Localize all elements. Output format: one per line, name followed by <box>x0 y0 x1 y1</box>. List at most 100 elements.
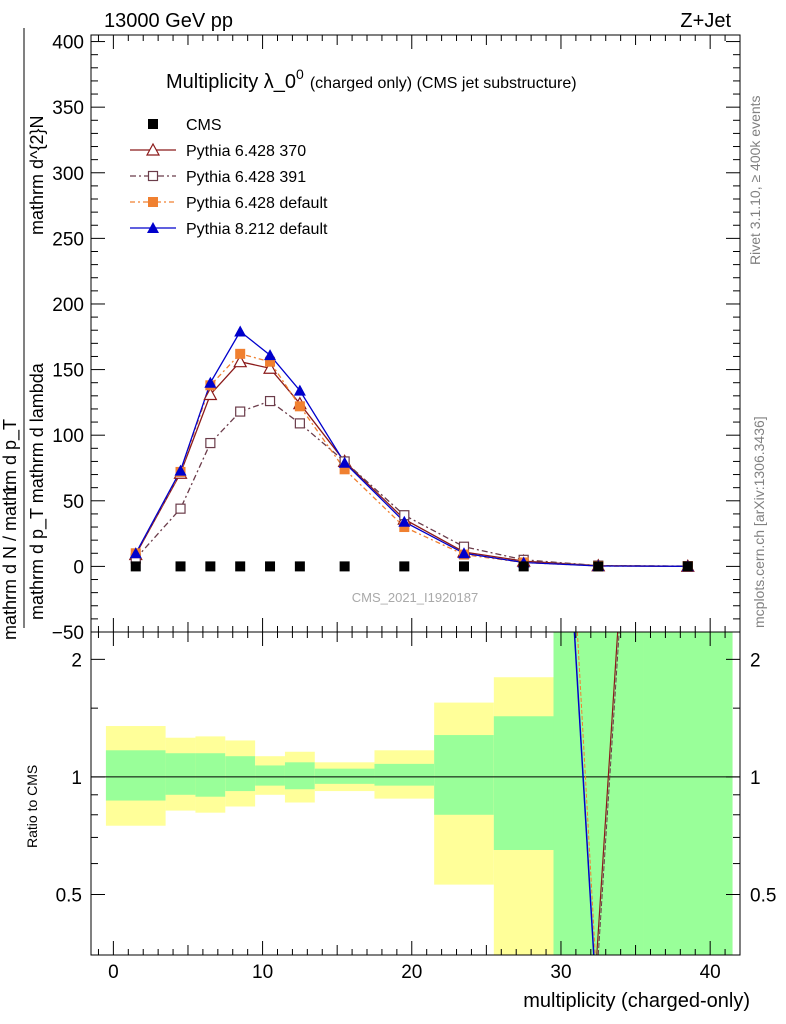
header-right: Z+Jet <box>680 10 731 32</box>
data-point-0-4 <box>263 361 278 374</box>
y-tick-label: 50 <box>63 492 84 513</box>
data-point-2-6 <box>339 464 350 475</box>
ratio-tick-label-right: 2 <box>750 650 761 671</box>
ratio-y-axis-label: Ratio to CMS <box>24 765 40 848</box>
cms-point-7 <box>399 561 410 572</box>
cms-point-0 <box>130 561 141 572</box>
y-axis-label-main: mathrm d N / mathrm d p_T <box>0 419 21 640</box>
ratio-tick-label-right: 1 <box>750 768 761 789</box>
data-point-1-1 <box>175 503 186 514</box>
data-point-3-2 <box>204 376 217 388</box>
ratio-band-inner <box>493 716 554 850</box>
cms-point-10 <box>593 561 604 572</box>
data-point-3-6 <box>338 456 351 468</box>
cms-point-1 <box>175 561 186 572</box>
y-tick-label: 200 <box>52 295 84 316</box>
data-point-2-5 <box>294 401 305 412</box>
cms-point-11 <box>682 561 693 572</box>
legend-label-2: Pythia 6.428 391 <box>186 169 306 186</box>
cms-point-5 <box>294 561 305 572</box>
x-tick-label: 40 <box>700 962 721 983</box>
ratio-tick-label: 2 <box>71 650 82 671</box>
ratio-tick-label: 0.5 <box>56 886 82 907</box>
cms-point-3 <box>235 561 246 572</box>
data-point-3-1 <box>174 464 187 476</box>
mcplots-label: mcplots.cern.ch [arXiv:1306.3436] <box>751 416 767 628</box>
data-point-3-7 <box>398 515 411 527</box>
y-axis-label-den: mathrm d p_T mathrm d lambda <box>27 362 48 620</box>
legend-marker-3 <box>148 197 158 207</box>
data-point-0-2 <box>203 387 218 401</box>
legend-marker-4 <box>147 222 159 233</box>
data-point-2-7 <box>399 522 410 533</box>
y-tick-label: 400 <box>52 33 84 54</box>
ratio-line-pythia6-391 <box>597 631 620 956</box>
cms-point-6 <box>339 561 350 572</box>
legend-label-1: Pythia 6.428 370 <box>186 143 306 160</box>
ratio-tick-label: 1 <box>71 768 82 789</box>
cms-point-9 <box>518 561 529 572</box>
legend-label-3: Pythia 6.428 default <box>186 195 328 212</box>
y-tick-label: 150 <box>52 361 84 382</box>
y-tick-label: −50 <box>52 623 84 644</box>
main-series-layer <box>128 325 695 572</box>
y-axis-label-num: mathrm d^{2}N <box>27 116 47 236</box>
cms-point-8 <box>458 561 469 572</box>
ratio-band-inner <box>284 762 315 790</box>
ratio-band-inner <box>225 756 256 792</box>
x-tick-label: 0 <box>108 962 119 983</box>
ratio-band-inner <box>553 632 644 955</box>
legend-label-0: CMS <box>186 117 222 134</box>
data-point-3-3 <box>234 325 247 337</box>
ratio-uncertainty-bands <box>91 631 740 956</box>
data-point-1-2 <box>205 437 216 449</box>
y-axis-label-one: 1 <box>0 485 20 495</box>
x-tick-label: 30 <box>550 962 571 983</box>
ratio-frame <box>90 631 741 956</box>
legend-marker-0 <box>148 119 158 129</box>
cms-point-4 <box>265 561 276 572</box>
ratio-axis-ticks: 0.5 0.51 12 20 10 20 30 40 <box>56 632 776 983</box>
analysis-watermark: CMS_2021_I1920187 <box>352 590 479 605</box>
ratio-band-inner <box>195 753 226 797</box>
cms-point-2 <box>205 561 216 572</box>
y-tick-label: 250 <box>52 229 84 250</box>
data-point-2-4 <box>265 356 276 367</box>
data-point-0-3 <box>233 354 248 368</box>
data-point-1-4 <box>264 395 276 407</box>
ratio-band-inner <box>434 735 494 815</box>
chart-title: Multiplicity λ_00(charged only) (CMS jet… <box>166 66 577 93</box>
data-point-1-3 <box>235 406 246 417</box>
series-line-0 <box>135 360 688 567</box>
header-left: 13000 GeV pp <box>104 10 233 32</box>
ratio-line-pythia8 <box>573 631 595 956</box>
data-point-3-4 <box>264 349 277 361</box>
ratio-line-pythia6-370 <box>596 631 619 956</box>
legend: CMS Pythia 6.428 370 Pythia 6.428 391 Pythi… <box>130 117 328 238</box>
legend-marker-2 <box>147 170 159 182</box>
x-tick-label: 10 <box>252 962 273 983</box>
legend-label-4: Pythia 8.212 default <box>186 221 328 238</box>
rivet-label: Rivet 3.1.10, ≥ 400k events <box>747 95 763 265</box>
legend-marker-1 <box>145 142 161 156</box>
x-tick-label: 20 <box>401 962 422 983</box>
data-point-3-8 <box>457 547 470 559</box>
ratio-band-inner <box>314 768 375 784</box>
data-point-3-5 <box>293 384 306 396</box>
y-tick-label: 100 <box>52 426 84 447</box>
data-point-1-5 <box>294 418 305 429</box>
data-point-3-0 <box>129 547 142 559</box>
ratio-band-inner <box>643 632 733 955</box>
y-tick-label: 300 <box>52 164 84 185</box>
ratio-band-inner <box>255 765 285 786</box>
ratio-band-inner <box>105 750 166 801</box>
ratio-tick-label-right: 0.5 <box>750 886 776 907</box>
main-axis-ticks: −50 0 50 100 150 200 250 300 350 400 <box>52 33 741 644</box>
data-point-2-3 <box>235 348 246 359</box>
series-line-1 <box>135 400 688 567</box>
y-tick-label: 0 <box>73 557 84 578</box>
y-tick-label: 350 <box>52 98 84 119</box>
x-axis-label: multiplicity (charged-only) <box>523 990 750 1012</box>
ratio-band-inner <box>165 753 196 795</box>
